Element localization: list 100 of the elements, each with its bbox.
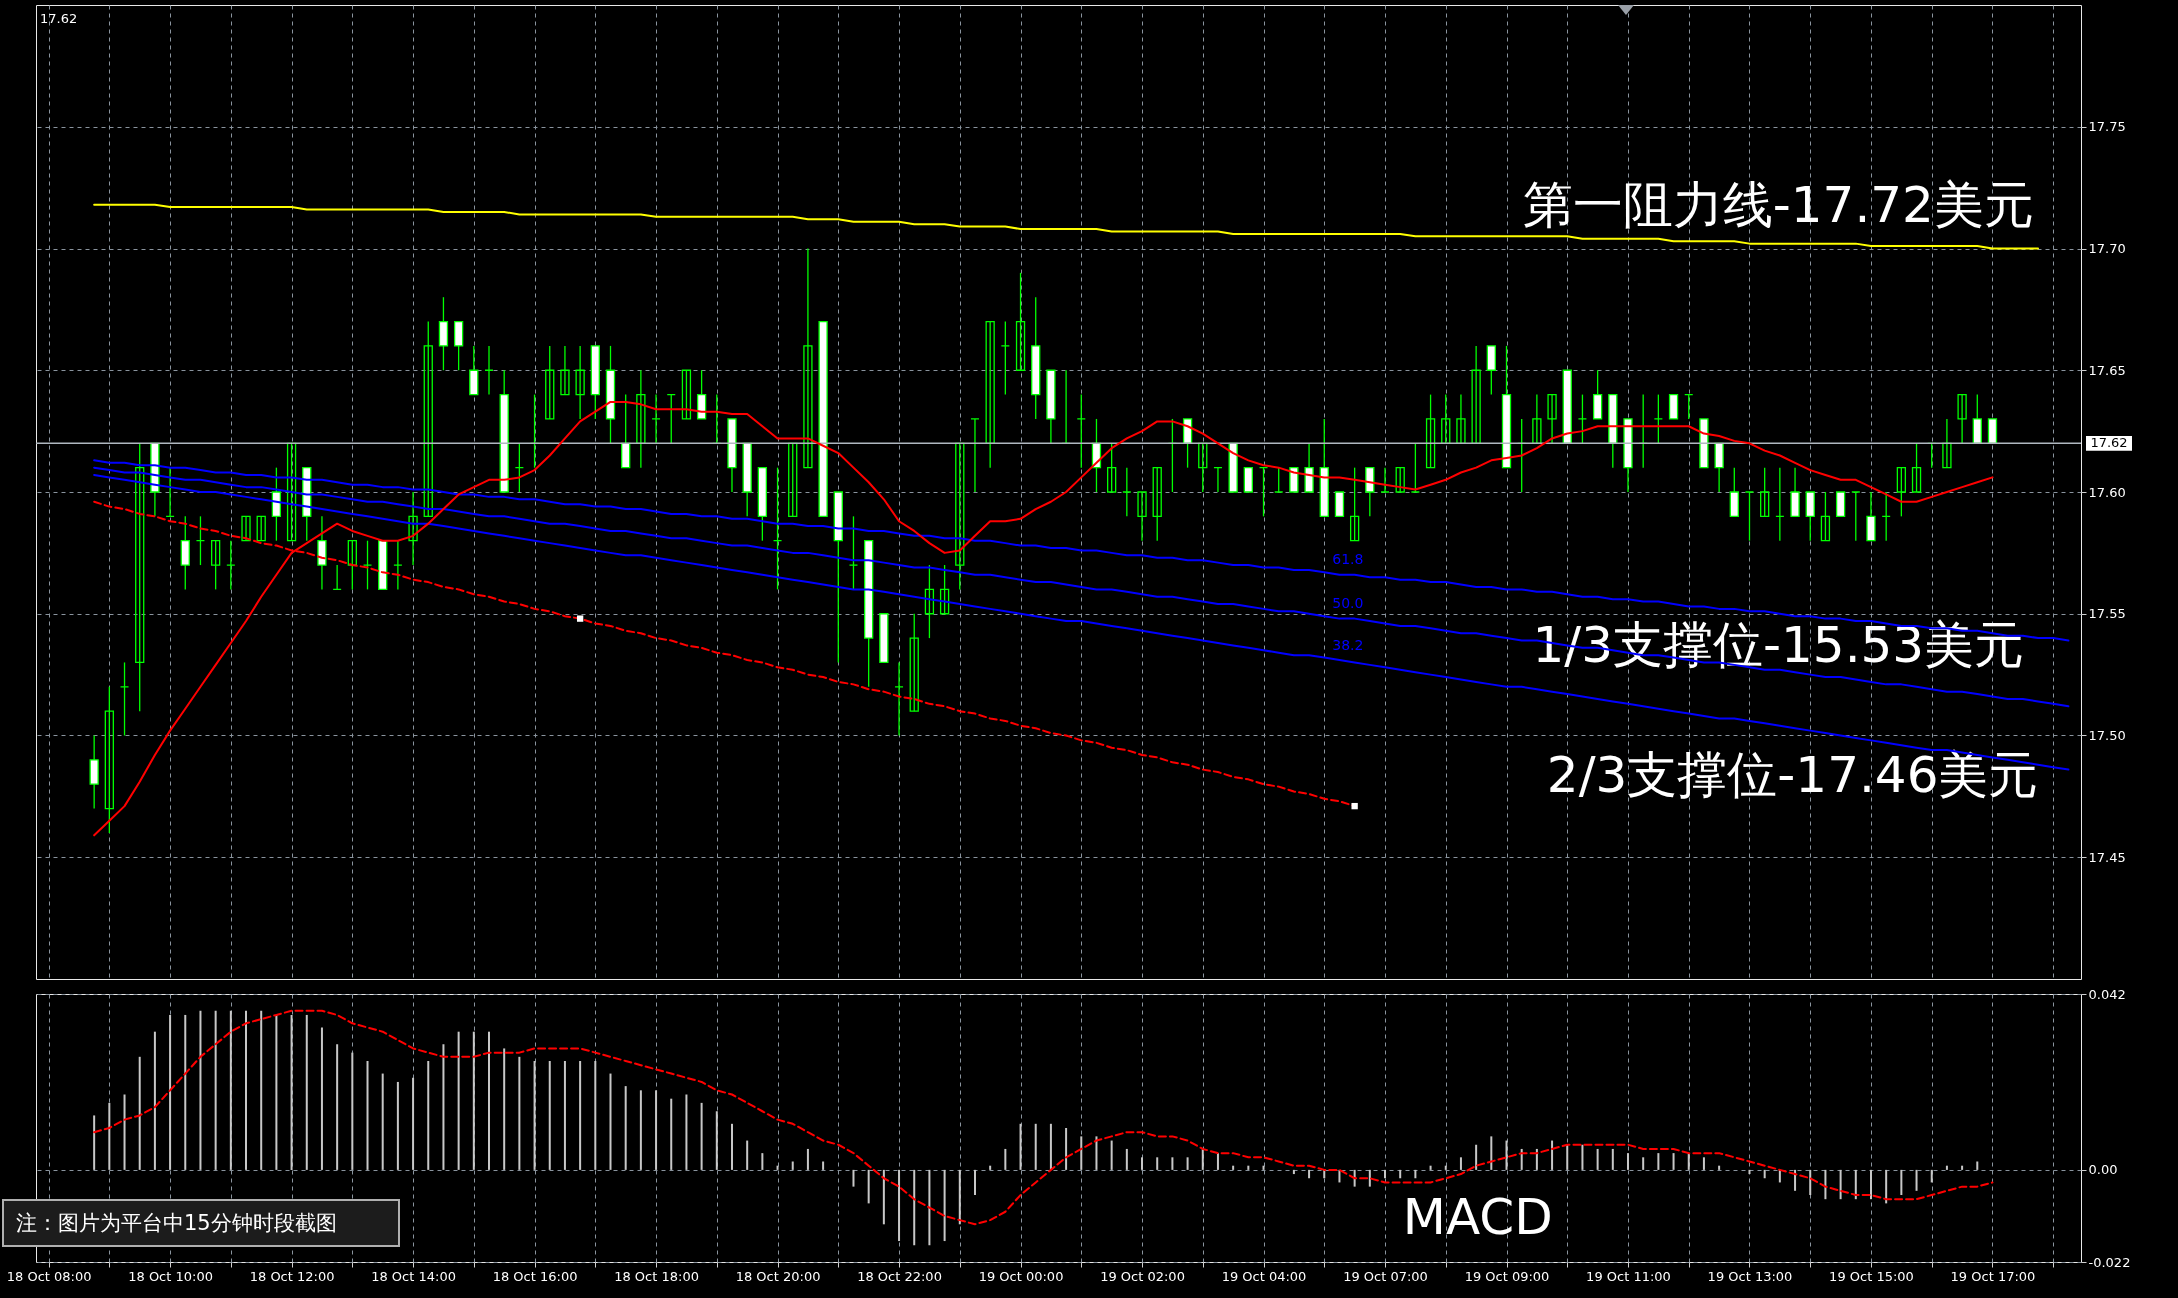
bar bbox=[1292, 1169, 1295, 1175]
candlestick bbox=[955, 442, 965, 591]
candlestick bbox=[1198, 442, 1208, 493]
bar bbox=[1945, 1165, 1948, 1170]
bar bbox=[1368, 1169, 1371, 1187]
bar bbox=[199, 1010, 202, 1170]
bar bbox=[1976, 1161, 1979, 1170]
bar bbox=[457, 1031, 460, 1170]
series-label: 38.2 bbox=[1332, 637, 1364, 654]
candlestick bbox=[1942, 418, 1952, 469]
x-tick-label: 18 Oct 10:00 bbox=[128, 1268, 213, 1284]
candlestick bbox=[924, 564, 935, 639]
candlestick bbox=[241, 515, 251, 542]
x-tick-label: 18 Oct 20:00 bbox=[735, 1268, 821, 1284]
bar bbox=[1232, 1165, 1235, 1170]
bar bbox=[488, 1031, 490, 1170]
bar bbox=[685, 1094, 688, 1170]
bar bbox=[1551, 1140, 1554, 1170]
candlestick bbox=[1456, 393, 1466, 444]
bar bbox=[1505, 1140, 1508, 1170]
bar bbox=[882, 1169, 885, 1225]
bar bbox=[867, 1169, 870, 1204]
bar bbox=[1262, 1165, 1265, 1170]
bar bbox=[351, 1052, 354, 1170]
bar bbox=[214, 1010, 217, 1170]
candlestick bbox=[545, 345, 555, 420]
bar bbox=[1125, 1148, 1128, 1170]
y-tick-label: 17.60 bbox=[2088, 484, 2126, 500]
candlestick bbox=[681, 369, 692, 420]
bar bbox=[1171, 1157, 1174, 1170]
bar bbox=[579, 1061, 582, 1170]
bar bbox=[1110, 1140, 1113, 1170]
bar bbox=[624, 1086, 627, 1170]
candlestick bbox=[135, 442, 145, 712]
candlestick bbox=[1015, 272, 1026, 371]
bar bbox=[412, 1077, 415, 1170]
bar bbox=[320, 1027, 323, 1170]
annotation: 17.62 bbox=[40, 11, 78, 26]
x-tick-label: 19 Oct 13:00 bbox=[1707, 1268, 1793, 1284]
candlestick bbox=[803, 247, 813, 469]
x-tick-label: 18 Oct 08:00 bbox=[6, 1268, 92, 1284]
y-tick-label: 0.042 bbox=[2088, 986, 2126, 1002]
bar bbox=[1520, 1148, 1523, 1170]
bar bbox=[1566, 1144, 1569, 1170]
bar bbox=[1930, 1169, 1933, 1183]
bar bbox=[1642, 1157, 1645, 1170]
bar bbox=[548, 1061, 551, 1170]
bar bbox=[427, 1061, 430, 1170]
candlestick bbox=[788, 442, 798, 517]
candlestick bbox=[1441, 393, 1451, 444]
bar bbox=[700, 1102, 703, 1170]
bar bbox=[1399, 1169, 1402, 1179]
bar bbox=[1824, 1169, 1827, 1200]
bar bbox=[1247, 1165, 1250, 1170]
bar bbox=[1839, 1169, 1842, 1200]
bar bbox=[639, 1090, 642, 1170]
bar bbox=[93, 1115, 96, 1170]
x-tick-label: 19 Oct 04:00 bbox=[1221, 1268, 1307, 1284]
candlestick bbox=[104, 686, 114, 834]
x-tick-label: 18 Oct 14:00 bbox=[371, 1268, 456, 1284]
candlestick bbox=[1532, 393, 1542, 444]
line-series bbox=[93, 466, 2070, 708]
bar bbox=[1581, 1144, 1584, 1170]
bar bbox=[108, 1102, 111, 1170]
x-tick-label: 19 Oct 09:00 bbox=[1464, 1268, 1550, 1284]
bar bbox=[229, 1010, 232, 1170]
bar bbox=[442, 1044, 445, 1170]
x-tick-label: 18 Oct 18:00 bbox=[614, 1268, 699, 1284]
bar bbox=[1034, 1123, 1037, 1170]
bar bbox=[1809, 1169, 1812, 1195]
bar bbox=[1444, 1165, 1447, 1170]
candlestick bbox=[1957, 393, 1967, 444]
bar bbox=[973, 1169, 976, 1195]
bar bbox=[533, 1061, 536, 1170]
y-tick-label: 17.65 bbox=[2088, 362, 2126, 378]
bar bbox=[1384, 1169, 1387, 1179]
candlestick bbox=[560, 345, 570, 396]
y-tick-label: 17.75 bbox=[2088, 119, 2126, 135]
ref-line-label: 17.62 bbox=[2090, 435, 2128, 451]
bar bbox=[822, 1161, 825, 1170]
annotation: 2/3支撑位-17.46美元 bbox=[1546, 746, 2039, 805]
candlestick bbox=[1137, 491, 1147, 542]
bar bbox=[518, 1056, 521, 1170]
candlestick bbox=[636, 369, 646, 469]
y-tick-label: 17.50 bbox=[2088, 728, 2126, 743]
bar bbox=[381, 1073, 384, 1170]
bar bbox=[1156, 1157, 1159, 1170]
bar bbox=[260, 1010, 263, 1170]
bar bbox=[1535, 1148, 1538, 1170]
bar bbox=[670, 1098, 673, 1170]
bar bbox=[1338, 1169, 1341, 1183]
bar bbox=[1596, 1148, 1599, 1170]
y-tick-label: 17.70 bbox=[2088, 241, 2126, 256]
y-tick-label: 0.00 bbox=[2088, 1162, 2118, 1178]
bar bbox=[806, 1148, 809, 1170]
bar bbox=[472, 1031, 475, 1170]
x-tick-label: 19 Oct 02:00 bbox=[1100, 1268, 1185, 1284]
bar bbox=[791, 1161, 794, 1170]
bar bbox=[609, 1073, 612, 1170]
bar bbox=[1915, 1169, 1918, 1191]
